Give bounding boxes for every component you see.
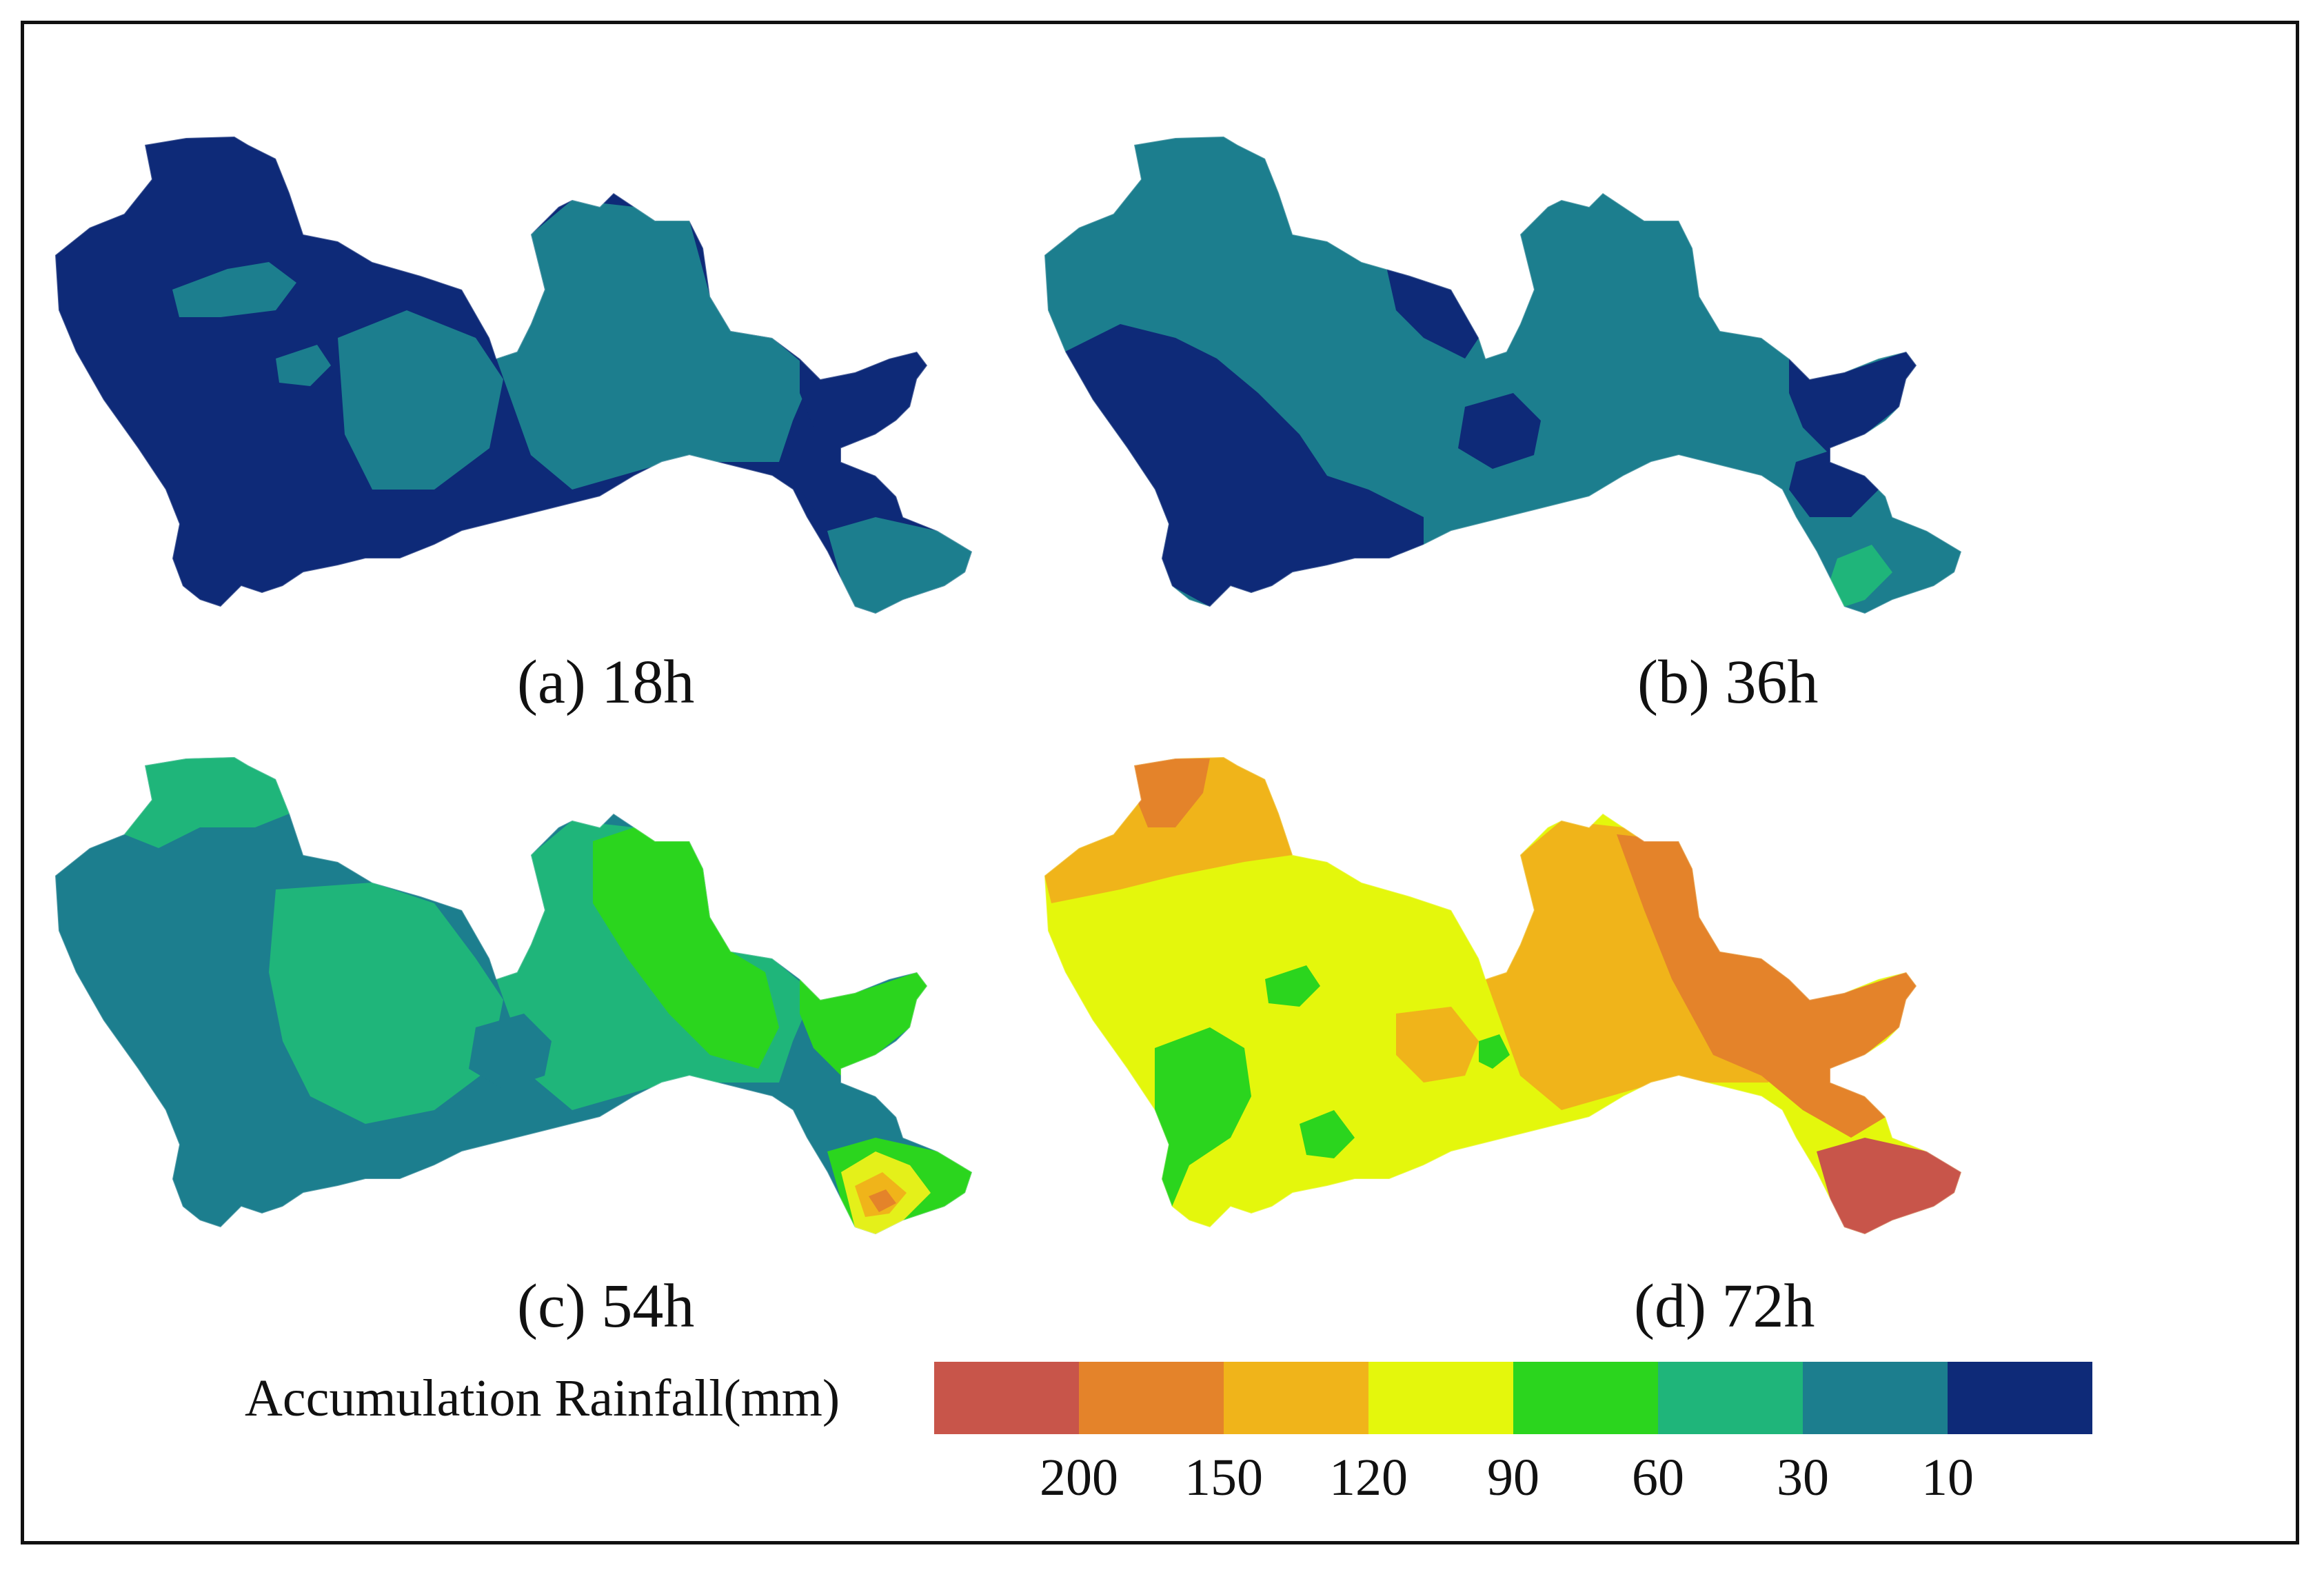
rainfall-zone-east <box>496 200 814 490</box>
rainfall-zone-blob-n <box>172 262 296 317</box>
rainfall-zone-se-tip <box>827 517 972 614</box>
panel-b-caption: (b) 36h <box>1637 648 1819 716</box>
legend-swatch-60-90 <box>1513 1362 1658 1434</box>
rainfall-zone-mid-orange <box>1396 1007 1479 1083</box>
rainfall-zone-mid-green <box>269 883 503 1124</box>
legend-tick-10: 10 <box>1921 1449 1974 1507</box>
rainfall-zone-mid-s <box>469 1014 552 1089</box>
rainfall-zone-ne-bright <box>593 827 779 1069</box>
rainfall-zone-center <box>338 310 503 490</box>
rainfall-zone-sw <box>1065 324 1424 607</box>
rainfall-zone-blob-w <box>276 345 331 386</box>
panel-a-map <box>54 136 973 614</box>
panel-c-caption: (c) 54h <box>517 1272 695 1340</box>
panel-b-map <box>1044 136 1962 614</box>
rainfall-zone-nw-top <box>1134 758 1210 827</box>
legend-tick-120: 120 <box>1329 1449 1408 1507</box>
rainfall-zone-se-spot <box>1830 545 1892 607</box>
rainfall-zone-se-neck <box>800 448 889 517</box>
rainfall-zone-tiny-green <box>1479 1034 1510 1069</box>
rainfall-zone-sw-green <box>1155 1027 1251 1207</box>
legend-tick-150: 150 <box>1184 1449 1263 1507</box>
panel-c-map <box>54 756 973 1235</box>
legend-swatch-200plus <box>934 1362 1079 1434</box>
legend-swatch-30-60 <box>1658 1362 1803 1434</box>
panel-d-map <box>1044 756 1962 1235</box>
legend-tick-90: 90 <box>1487 1449 1539 1507</box>
legend-color-bar <box>934 1362 2092 1434</box>
rainfall-zone-blob-w <box>1265 965 1320 1007</box>
legend-swatch-90-120 <box>1368 1362 1513 1434</box>
legend-swatch-150-200 <box>1079 1362 1224 1434</box>
rainfall-zone-mid-s <box>1458 393 1541 469</box>
rainfall-zone-se-red <box>869 1189 896 1212</box>
rainfall-zone-nw-band <box>1044 757 1293 903</box>
panel-a-caption: (a) 18h <box>517 648 695 716</box>
rainfall-zone-s-spot <box>1300 1110 1355 1158</box>
legend-tick-60: 60 <box>1632 1449 1684 1507</box>
panel-d-caption: (d) 72h <box>1634 1272 1815 1340</box>
rainfall-zone-n-strip <box>124 757 290 848</box>
legend-tick-200: 200 <box>1040 1449 1118 1507</box>
rainfall-zone-se-tip <box>1817 1138 1961 1234</box>
legend-title: Accumulation Rainfall(mm) <box>245 1369 840 1427</box>
legend-tick-30: 30 <box>1777 1449 1829 1507</box>
legend-swatch-120-150 <box>1224 1362 1368 1434</box>
legend-swatch-10-30 <box>1803 1362 1948 1434</box>
rainfall-zone-far-east <box>1617 834 1917 1138</box>
rainfall-zone-se-neck <box>1789 448 1879 517</box>
legend-swatch-below-10 <box>1948 1362 2092 1434</box>
